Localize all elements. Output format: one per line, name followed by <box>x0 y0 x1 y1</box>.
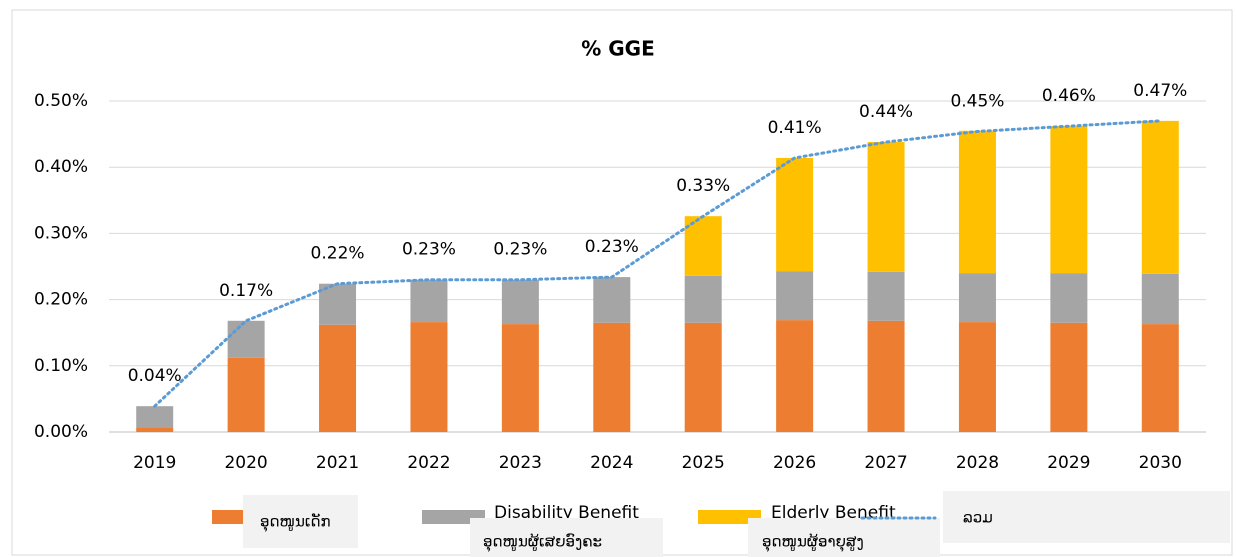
legend-box <box>243 495 358 548</box>
y-tick-label: 0.10% <box>34 356 88 376</box>
bar-segment <box>867 271 905 321</box>
bar-segment <box>227 357 265 432</box>
bar-segment <box>684 275 722 323</box>
bar-segment <box>1141 273 1179 325</box>
bar-segment <box>867 320 905 432</box>
chart-title: % GGE <box>581 37 655 61</box>
data-label: 0.22% <box>311 244 365 264</box>
y-tick-label: 0.20% <box>34 290 88 310</box>
bar-segment <box>501 279 539 325</box>
bar-segment <box>867 142 905 272</box>
legend-swatch <box>212 510 243 524</box>
y-tick-label: 0.30% <box>34 223 88 243</box>
bar-segment <box>1050 126 1088 274</box>
bar-segment <box>501 324 539 432</box>
legend-label: ລວມ <box>963 509 993 527</box>
data-label: 0.04% <box>128 366 182 386</box>
bar-segment <box>227 320 265 358</box>
legend-swatch <box>698 510 761 524</box>
x-tick-label: 2028 <box>956 453 999 473</box>
bar-segment <box>1141 324 1179 432</box>
x-tick-label: 2026 <box>773 453 816 473</box>
y-tick-label: 0.50% <box>34 91 88 111</box>
data-label: 0.44% <box>859 102 913 122</box>
legend-swatch <box>422 510 485 524</box>
data-label: 0.41% <box>768 118 822 138</box>
bar-segment <box>684 322 722 432</box>
x-tick-label: 2022 <box>407 453 450 473</box>
bar-segment <box>136 406 174 428</box>
bar-segment <box>1050 273 1088 323</box>
bar-segment <box>1050 322 1088 432</box>
bar-segment <box>958 322 996 432</box>
bar-segment <box>593 322 631 432</box>
bar-segment <box>319 283 357 325</box>
legend-box <box>470 518 663 557</box>
bar-segment <box>958 273 996 323</box>
bar-segment <box>410 322 448 432</box>
bar-segment <box>776 157 814 272</box>
legend-box <box>748 518 940 557</box>
data-label: 0.33% <box>676 176 730 196</box>
data-label: 0.46% <box>1042 86 1096 106</box>
bar-segment <box>593 277 631 323</box>
x-tick-label: 2027 <box>864 453 907 473</box>
x-tick-label: 2025 <box>682 453 725 473</box>
annotation: ອຸດໜູນຜູ້ອາຍຸສູງ <box>762 532 864 553</box>
bar-segment <box>684 216 722 276</box>
data-label: 0.17% <box>219 281 273 301</box>
x-tick-label: 2024 <box>590 453 633 473</box>
data-label: 0.47% <box>1133 81 1187 101</box>
bar-segment <box>319 324 357 432</box>
data-label: 0.23% <box>402 240 456 260</box>
y-tick-label: 0.40% <box>34 157 88 177</box>
x-tick-label: 2029 <box>1047 453 1090 473</box>
x-tick-label: 2019 <box>133 453 176 473</box>
x-tick-label: 2023 <box>499 453 542 473</box>
bar-segment <box>776 320 814 432</box>
bar-segment <box>1141 120 1179 274</box>
legend-box <box>943 491 1230 543</box>
data-label: 0.45% <box>950 91 1004 111</box>
bar-segment <box>776 271 814 321</box>
bar-segment <box>958 130 996 274</box>
annotation: ອຸດໜູນຜູ້ເສຍອົງຄະ <box>483 531 602 552</box>
x-tick-label: 2021 <box>316 453 359 473</box>
data-label: 0.23% <box>585 237 639 257</box>
legend-label: ອຸດໜູນເດັກ <box>260 512 331 533</box>
bar-segment <box>136 427 174 432</box>
x-tick-label: 2020 <box>224 453 267 473</box>
data-label: 0.23% <box>493 240 547 260</box>
x-tick-label: 2030 <box>1139 453 1182 473</box>
bar-segment <box>410 279 448 323</box>
y-tick-label: 0.00% <box>34 422 88 442</box>
total-line <box>153 119 1162 408</box>
